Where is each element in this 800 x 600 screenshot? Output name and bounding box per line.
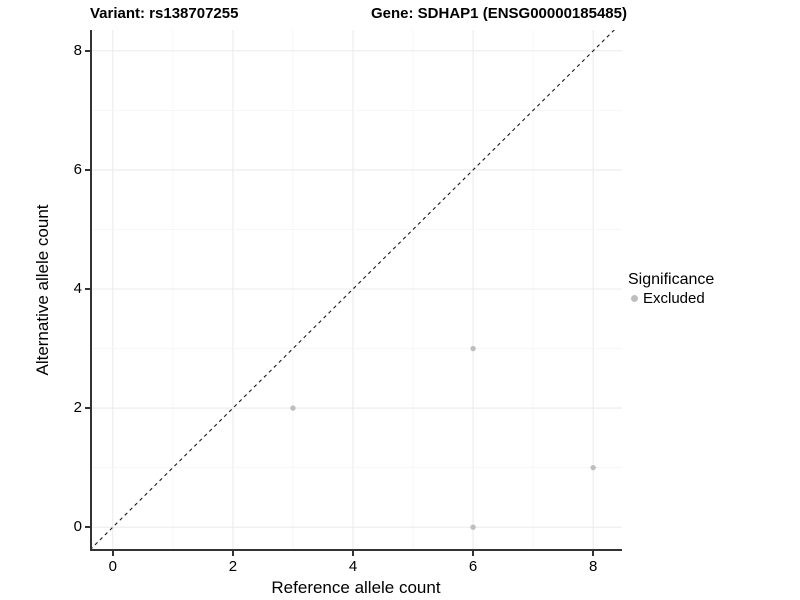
legend-entry-label: Excluded (643, 290, 705, 307)
x-tick-mark (231, 551, 234, 556)
x-tick-mark (351, 551, 354, 556)
x-tick-label: 2 (228, 558, 238, 575)
x-tick-label: 8 (589, 558, 598, 575)
gene-title: Gene: SDHAP1 (ENSG00000185485) (371, 5, 627, 22)
legend-entries: Excluded (628, 290, 714, 307)
x-tick-label: 6 (468, 558, 478, 575)
data-point (470, 524, 476, 530)
y-axis-title: Alternative allele count (33, 204, 52, 376)
y-tick-mark (85, 168, 90, 171)
y-tick-mark (85, 288, 90, 290)
plot-panel (90, 30, 622, 551)
legend-key-dot (631, 295, 638, 302)
variant-title: Variant: rs138707255 (90, 5, 239, 22)
data-point (590, 464, 596, 471)
identity-line (90, 30, 615, 551)
x-tick-label: 0 (108, 558, 117, 575)
legend-title: Significance (628, 271, 715, 288)
y-tick-label: 0 (73, 518, 82, 536)
x-tick-mark (472, 551, 475, 556)
x-tick-label: 4 (348, 558, 358, 575)
x-tick-mark (592, 551, 595, 556)
data-point (290, 405, 296, 411)
y-tick-mark (85, 49, 90, 52)
legend: Significance Excluded (628, 271, 714, 307)
y-tick-label: 4 (73, 280, 82, 297)
x-tick-mark (111, 551, 114, 556)
y-tick-mark (85, 526, 90, 529)
y-tick-label: 8 (73, 41, 82, 59)
x-axis-title: Reference allele count (271, 578, 441, 597)
data-point (470, 345, 476, 352)
y-tick-mark (85, 407, 90, 410)
y-tick-label: 2 (73, 399, 82, 417)
y-tick-label: 6 (73, 160, 82, 178)
legend-entry: Excluded (628, 290, 714, 307)
